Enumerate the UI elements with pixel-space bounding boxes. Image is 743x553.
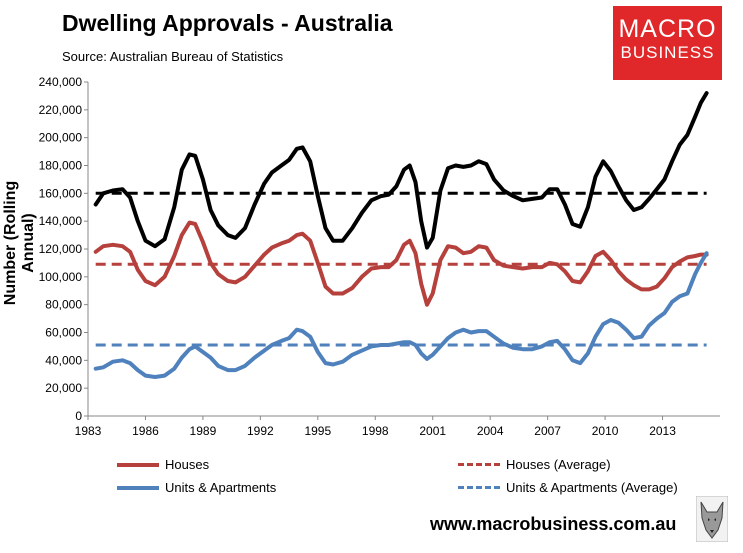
x-tick-label: 1998 <box>362 424 389 438</box>
legend-units-swatch <box>117 485 159 490</box>
website-url: www.macrobusiness.com.au <box>430 514 677 534</box>
logo-line2: BUSINESS <box>620 43 715 62</box>
y-tick-label: 220,000 <box>39 103 83 117</box>
y-tick-label: 80,000 <box>45 298 82 312</box>
y-tick-label: 180,000 <box>39 159 83 173</box>
y-tick-label: 160,000 <box>39 186 83 200</box>
legend-units-label: Units & Apartments <box>165 480 277 495</box>
x-tick-label: 2010 <box>592 424 619 438</box>
legend-houses-average-label: Houses (Average) <box>506 457 611 472</box>
legend-houses: Houses <box>117 457 209 472</box>
chart-title: Dwelling Approvals - Australia <box>62 10 393 36</box>
legend-units-average: Units & Apartments (Average) <box>458 480 678 495</box>
legend-houses-label: Houses <box>165 457 210 472</box>
legend-units: Units & Apartments <box>117 480 276 495</box>
y-tick-label: 200,000 <box>39 131 83 145</box>
y-tick-label: 40,000 <box>45 353 82 367</box>
x-tick-label: 2013 <box>649 424 676 438</box>
series-line-total <box>93 91 709 250</box>
chart-source: Source: Australian Bureau of Statistics <box>62 49 284 64</box>
y-tick-label: 240,000 <box>39 75 83 89</box>
y-tick-label: 60,000 <box>45 326 82 340</box>
y-tick-label: 0 <box>75 409 82 423</box>
x-tick-label: 2001 <box>419 424 446 438</box>
legend-houses-swatch <box>117 462 159 467</box>
legend-houses-average-swatch <box>458 463 500 466</box>
legend-units-average-label: Units & Apartments (Average) <box>506 480 678 495</box>
x-tick-label: 2007 <box>534 424 561 438</box>
x-tick-label: 1986 <box>132 424 159 438</box>
logo-line1: MACRO <box>618 15 717 43</box>
x-tick-label: 2004 <box>477 424 504 438</box>
x-tick-label: 1995 <box>304 424 331 438</box>
y-tick-label: 20,000 <box>45 381 82 395</box>
x-tick-label: 1983 <box>75 424 102 438</box>
legend-houses-average: Houses (Average) <box>458 457 611 472</box>
y-tick-label: 120,000 <box>39 242 83 256</box>
y-tick-label: 140,000 <box>39 214 83 228</box>
wolf-icon <box>696 496 728 542</box>
series-line-houses <box>93 220 709 307</box>
y-tick-label: 100,000 <box>39 270 83 284</box>
x-tick-label: 1989 <box>190 424 217 438</box>
series-line-units-apartments <box>93 251 709 379</box>
macrobusiness-logo: MACRO BUSINESS <box>613 6 722 80</box>
x-tick-label: 1992 <box>247 424 274 438</box>
legend-units-average-swatch <box>458 486 500 489</box>
